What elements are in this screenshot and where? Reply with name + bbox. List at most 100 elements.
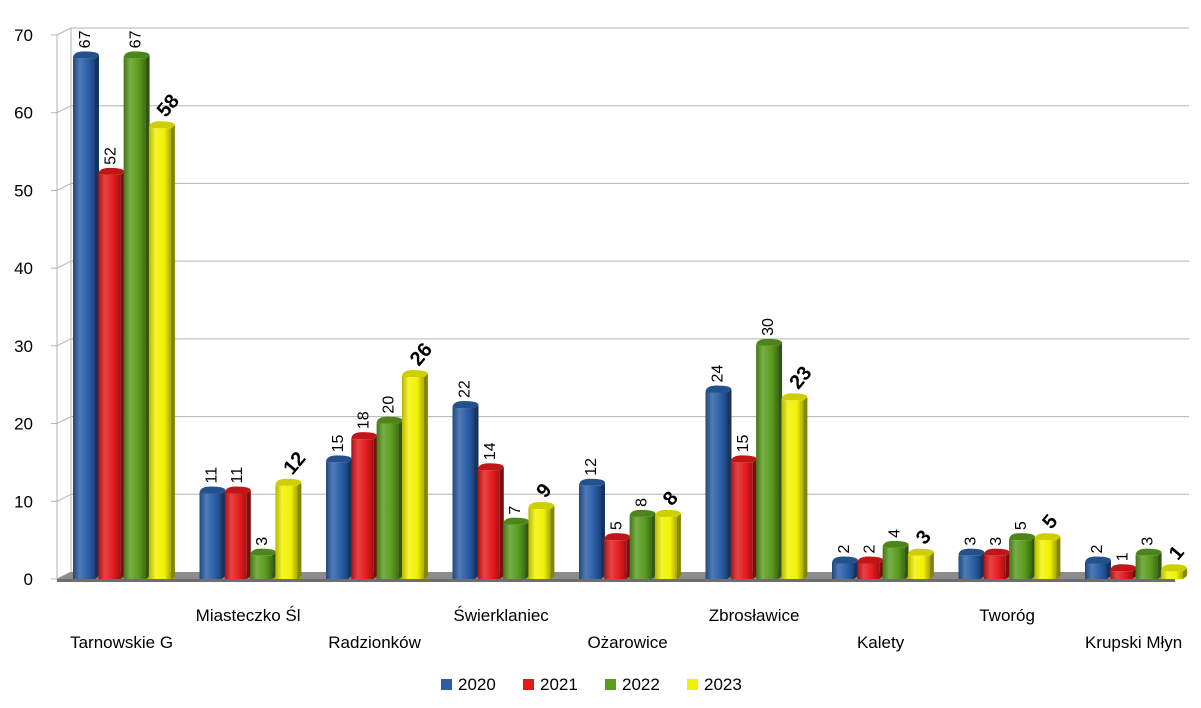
bar-side [929, 552, 934, 579]
bar [452, 401, 479, 579]
bar-body [123, 58, 146, 580]
bar-top [1160, 564, 1187, 572]
bar-body [1009, 540, 1032, 579]
data-label: 1 [1114, 552, 1131, 561]
bar [528, 502, 555, 579]
legend-swatch [687, 679, 698, 690]
data-label: 4 [887, 529, 904, 538]
bar-side [145, 55, 150, 580]
data-label: 58 [153, 90, 184, 121]
gridline-diagonal [56, 493, 72, 502]
data-label: 24 [710, 365, 727, 383]
bar-side [727, 389, 732, 579]
bar-top [401, 369, 428, 377]
bar-body [882, 547, 905, 579]
bar [983, 548, 1010, 579]
x-category-label: Zbrosławice [709, 606, 800, 625]
bar-body [1135, 555, 1158, 579]
bar-body [654, 516, 677, 579]
bar-top [98, 167, 125, 175]
y-tick-label: 50 [14, 181, 33, 200]
bar-body [98, 174, 121, 579]
gridline-diagonal [56, 416, 72, 425]
data-label: 14 [482, 442, 499, 460]
legend: 2020 2021 2022 2023 [441, 675, 742, 694]
bar [781, 393, 808, 579]
bar [579, 478, 605, 579]
gridline-diagonal [56, 260, 72, 269]
legend-item: 2021 [523, 675, 578, 694]
data-label: 12 [279, 448, 310, 479]
bar-side [246, 490, 251, 579]
bar-side [651, 513, 656, 579]
data-label: 2 [861, 544, 878, 553]
legend-swatch [523, 679, 534, 690]
y-tick-label: 0 [24, 570, 33, 589]
bar-top [326, 455, 352, 463]
data-label: 11 [204, 467, 221, 484]
x-category-label: Świerklaniec [453, 606, 549, 625]
bar-side [1107, 560, 1111, 579]
bar [123, 51, 150, 580]
legend-swatch [605, 679, 616, 690]
bar-side [1056, 537, 1061, 579]
bar-body [730, 462, 753, 579]
data-label: 5 [1038, 511, 1062, 534]
y-tick-label: 30 [14, 337, 33, 356]
legend-label: 2020 [458, 675, 496, 694]
gridlines [56, 27, 1189, 580]
bar-side [221, 490, 226, 579]
bars [73, 51, 1187, 580]
bar-top [477, 463, 504, 471]
data-label: 15 [735, 435, 752, 453]
bar-body [73, 58, 95, 580]
y-axis: 0 10 20 30 40 50 60 70 [14, 26, 58, 589]
bar-side [626, 537, 631, 579]
bar [1034, 533, 1061, 579]
bar-side [474, 405, 479, 579]
data-label: 1 [1165, 542, 1189, 565]
bar-side [499, 467, 504, 579]
bar-side [778, 342, 783, 579]
x-axis-labels: Tarnowskie G Miasteczko Śl Radzionków Świer… [70, 606, 1182, 652]
bar-body [250, 555, 273, 579]
y-tick-label: 20 [14, 415, 33, 434]
bar [503, 517, 530, 579]
bar [654, 509, 681, 579]
bar [907, 548, 934, 579]
bar [857, 556, 884, 579]
bar-top [958, 548, 985, 556]
bar-side [803, 397, 808, 579]
bar-body [376, 423, 399, 579]
data-label: 8 [659, 487, 683, 510]
bar-side [1157, 552, 1162, 579]
x-category-label: Radzionków [328, 633, 421, 652]
bar-body [832, 563, 854, 579]
bar-top [907, 548, 934, 556]
bar-side [904, 544, 909, 579]
x-category-label: Ożarowice [587, 633, 667, 652]
bar [1135, 548, 1162, 579]
bar [224, 486, 251, 579]
bar-body [401, 376, 424, 579]
bar-body [857, 563, 880, 579]
bar [275, 478, 302, 579]
data-label: 2 [836, 544, 853, 553]
legend-label: 2021 [540, 675, 578, 694]
bar-body [983, 555, 1006, 579]
x-category-label: Kalety [857, 633, 905, 652]
y-tick-label: 60 [14, 104, 33, 123]
bar-top [857, 556, 884, 564]
bar-top [224, 486, 251, 494]
bar [351, 432, 378, 579]
data-label: 12 [583, 458, 600, 476]
bar-body [756, 345, 779, 579]
data-label: 7 [507, 506, 524, 515]
bar-side [1182, 568, 1187, 579]
bar-body [528, 509, 551, 579]
data-label: 20 [381, 396, 398, 414]
bar [98, 167, 125, 579]
data-label: 11 [229, 467, 246, 484]
data-label: 2 [1089, 544, 1106, 553]
